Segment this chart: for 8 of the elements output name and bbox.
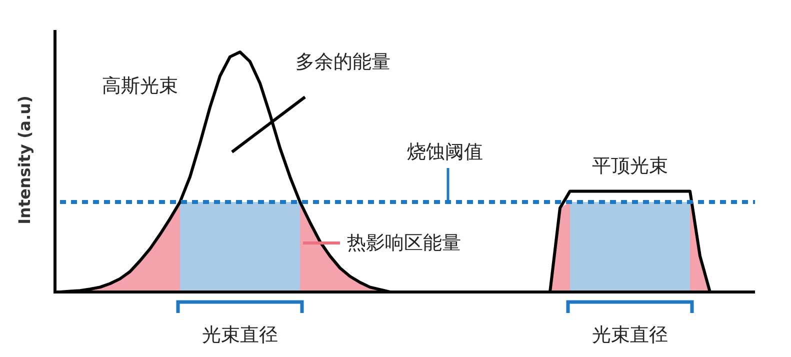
text: 光束直径: [592, 324, 668, 346]
text: 光束直径: [202, 324, 278, 346]
ref-line-label: 烧蚀阈值: [407, 141, 483, 163]
annotation: 高斯光束: [102, 75, 178, 97]
y-axis-title: Intensity (a.u): [15, 96, 34, 224]
annotation: 多余的能量: [296, 51, 390, 73]
annotation: 热影响区能量: [347, 232, 461, 254]
annotation: 平顶光束: [592, 155, 668, 177]
